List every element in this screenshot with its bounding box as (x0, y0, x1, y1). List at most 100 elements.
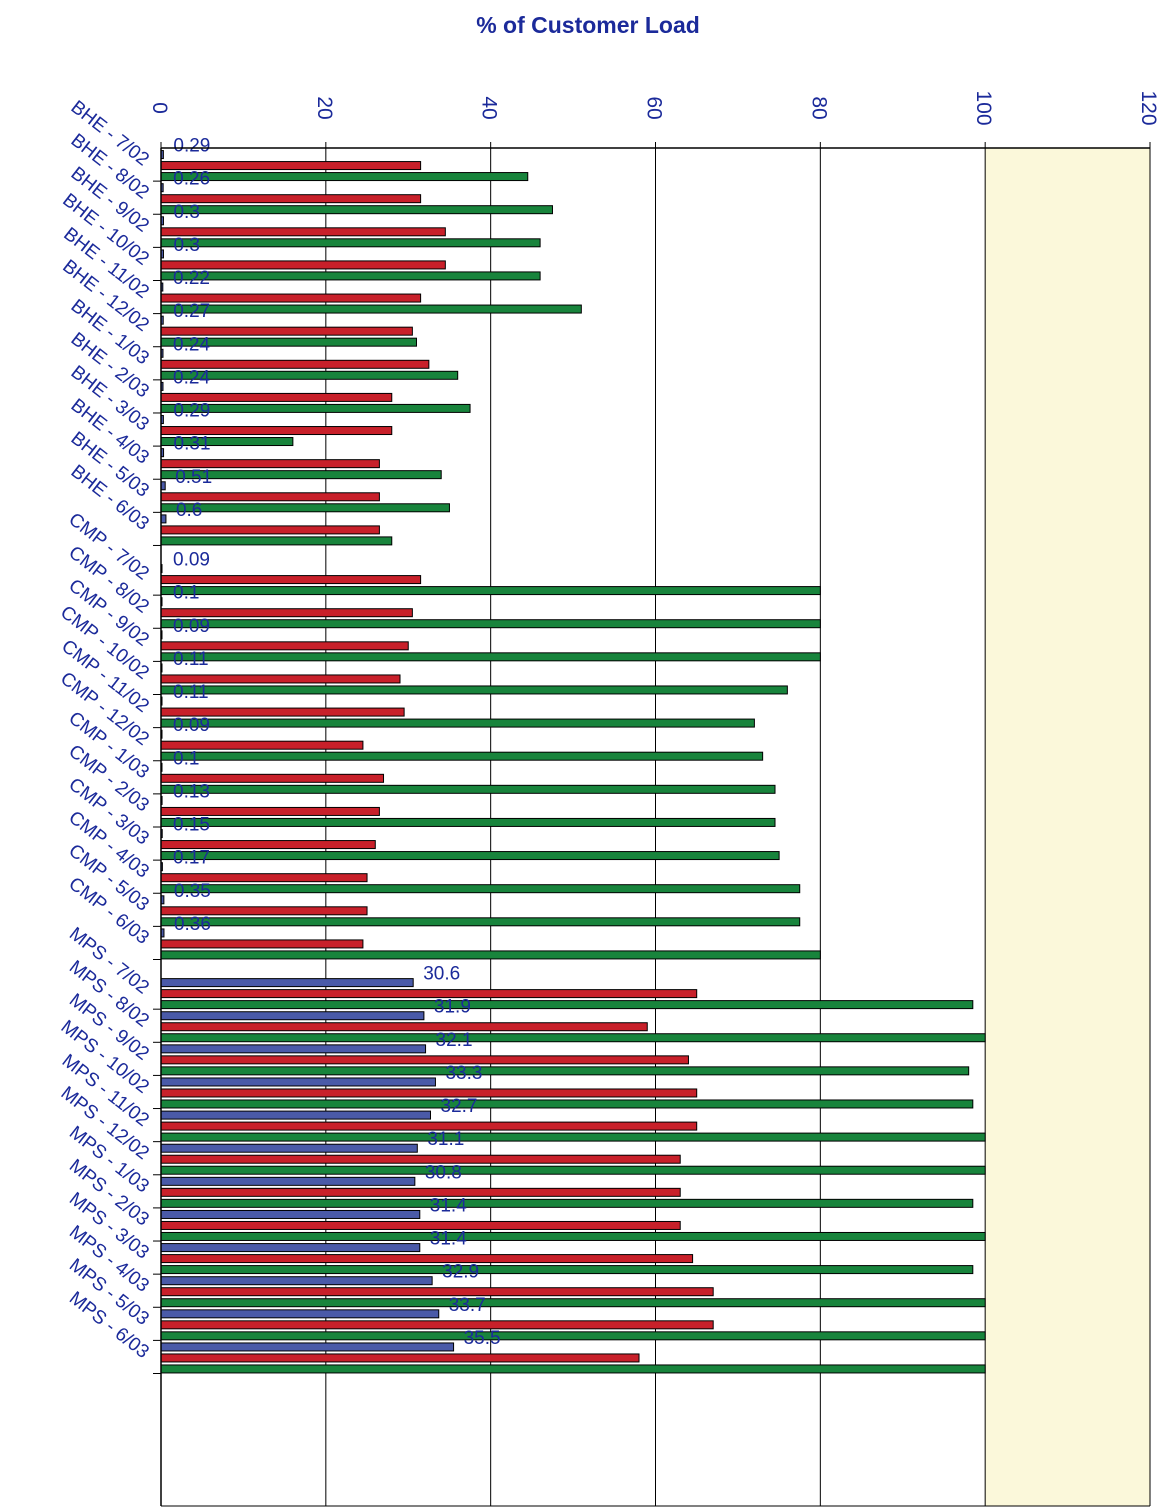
bar (160, 1066, 970, 1076)
x-tick-label: 40 (478, 96, 501, 119)
bar (160, 172, 529, 182)
bar (160, 1231, 986, 1241)
bar (160, 525, 380, 535)
bar (160, 227, 446, 237)
bar (160, 271, 541, 281)
data-label: 0.09 (173, 550, 210, 571)
x-tick-label: 60 (643, 96, 666, 119)
data-label: 0.1 (173, 748, 199, 769)
data-label: 33.7 (449, 1295, 486, 1316)
x-tick-label: 0 (148, 102, 171, 114)
bar (160, 1176, 416, 1186)
data-label: 0.26 (173, 169, 210, 190)
bar (160, 619, 821, 629)
bar (160, 1353, 640, 1363)
data-label: 0.36 (174, 914, 211, 935)
data-label: 30.6 (423, 964, 460, 985)
bar (160, 1077, 436, 1087)
bar (160, 652, 821, 662)
bar (160, 1220, 681, 1230)
data-label: 0.24 (173, 334, 210, 355)
bar (160, 685, 788, 695)
data-label: 0.31 (174, 434, 211, 455)
data-label: 0.3 (173, 235, 199, 256)
bar (160, 1209, 421, 1219)
bar (160, 1342, 455, 1352)
bar (160, 1254, 694, 1264)
bar (160, 1154, 681, 1164)
bar (160, 503, 450, 513)
bar (160, 1187, 681, 1197)
bar (160, 1287, 714, 1297)
bar (160, 1044, 427, 1054)
bar (160, 751, 764, 761)
bar (160, 989, 698, 999)
bar (160, 950, 821, 960)
data-label: 30.8 (425, 1162, 462, 1183)
bar (160, 1055, 689, 1065)
bar (160, 917, 801, 927)
bar (160, 884, 801, 894)
x-tick-label: 100 (972, 90, 995, 125)
data-label: 0.29 (173, 136, 210, 157)
x-tick-label: 80 (807, 96, 830, 119)
bar (160, 817, 776, 827)
data-label: 0.17 (173, 848, 210, 869)
bar (160, 1331, 986, 1341)
bar (160, 1320, 714, 1330)
data-label: 31.4 (430, 1195, 467, 1216)
bar (160, 851, 780, 861)
bar (160, 1110, 432, 1120)
bar (160, 536, 393, 546)
data-label: 31.4 (430, 1229, 467, 1250)
bar (160, 1165, 986, 1175)
bar (160, 205, 553, 215)
bar (160, 1143, 418, 1153)
data-label: 0.13 (173, 781, 210, 802)
data-label: 32.1 (436, 1030, 473, 1051)
data-label: 0.09 (173, 715, 210, 736)
data-label: 35.5 (464, 1328, 501, 1349)
data-label: 31.9 (434, 997, 471, 1018)
bar (160, 1298, 986, 1308)
data-label: 32.9 (442, 1262, 479, 1283)
bar (160, 718, 755, 728)
bar (160, 939, 364, 949)
bar (160, 1276, 433, 1286)
bar (160, 1099, 974, 1109)
bar (160, 575, 422, 585)
bar (160, 586, 821, 596)
bar (160, 194, 422, 204)
bar (160, 238, 541, 248)
bar (160, 1132, 986, 1142)
data-label: 0.35 (174, 881, 211, 902)
data-label: 0.11 (173, 649, 209, 670)
bar (160, 1198, 974, 1208)
data-label: 33.3 (445, 1063, 482, 1084)
data-label: 0.29 (173, 401, 210, 422)
bar (160, 1309, 440, 1319)
bar (160, 1000, 974, 1010)
data-label: 0.11 (173, 682, 209, 703)
data-label: 0.24 (173, 367, 210, 388)
data-label: 0.27 (173, 301, 210, 322)
bar (160, 978, 414, 988)
data-label: 0.15 (173, 815, 210, 836)
plot-area-shaded (985, 148, 1150, 1506)
data-label: 0.22 (173, 268, 210, 289)
data-label: 32.7 (441, 1096, 478, 1117)
bar (160, 1022, 648, 1032)
data-label: 0.09 (173, 616, 210, 637)
chart-title: % of Customer Load (476, 12, 700, 38)
x-tick-label: 20 (313, 96, 336, 119)
bar (160, 1364, 986, 1374)
bar (160, 784, 776, 794)
bar (160, 1088, 698, 1098)
bar (160, 1243, 421, 1253)
data-label: 31.1 (427, 1129, 464, 1150)
bar (160, 1011, 425, 1021)
data-label: 0.3 (173, 202, 199, 223)
bar (160, 1033, 986, 1043)
x-tick-label: 120 (1137, 90, 1160, 125)
